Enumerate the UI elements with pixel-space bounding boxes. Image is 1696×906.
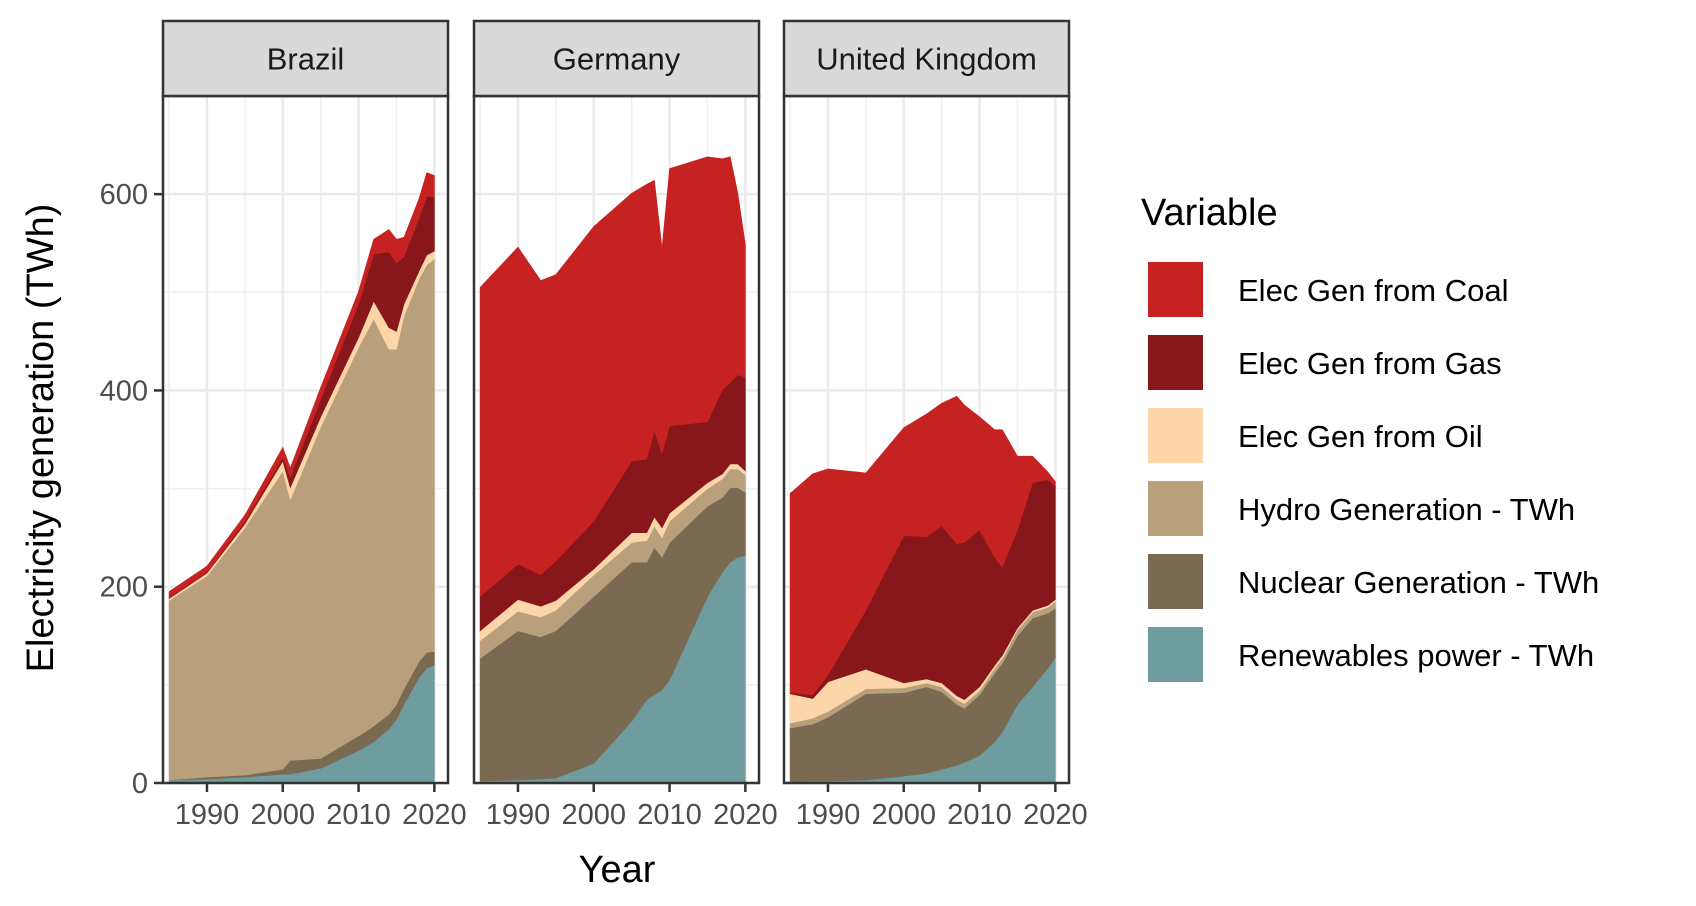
x-tick-label: 2010 xyxy=(947,799,1012,831)
x-tick-label: 1990 xyxy=(175,799,240,831)
legend-swatch xyxy=(1148,408,1203,463)
x-tick-label: 2000 xyxy=(872,799,937,831)
x-axis: 1990 2000 2010 2020 xyxy=(486,783,778,831)
stacked-areas xyxy=(479,156,746,784)
legend-swatch xyxy=(1148,262,1203,317)
legend-label: Hydro Generation - TWh xyxy=(1238,492,1575,527)
strip-label: United Kingdom xyxy=(816,42,1037,77)
stacked-areas xyxy=(168,172,435,784)
x-axis-title: Year xyxy=(579,849,656,891)
y-axis: 0 200 400 600 xyxy=(100,179,163,800)
legend-item-elec-gen-from-coal: Elec Gen from Coal xyxy=(1148,262,1509,317)
panels: Brazil 1990 2000 2010 2020 0 200 400 600 Germany 1… xyxy=(100,19,1088,831)
legend-item-elec-gen-from-gas: Elec Gen from Gas xyxy=(1148,335,1502,390)
legend-swatch xyxy=(1148,554,1203,609)
legend-items: Elec Gen from Coal Elec Gen from Gas Elec … xyxy=(1148,262,1599,682)
strip-background xyxy=(161,19,450,98)
legend-item-elec-gen-from-oil: Elec Gen from Oil xyxy=(1148,408,1483,463)
legend-label: Elec Gen from Oil xyxy=(1238,419,1483,454)
strip-label: Germany xyxy=(553,42,681,77)
legend-item-renewables-power-twh: Renewables power - TWh xyxy=(1148,627,1594,682)
x-tick-label: 2020 xyxy=(402,799,467,831)
legend-swatch xyxy=(1148,335,1203,390)
legend-item-nuclear-generation-twh: Nuclear Generation - TWh xyxy=(1148,554,1599,609)
x-tick-label: 2020 xyxy=(1023,799,1088,831)
x-tick-label: 2010 xyxy=(326,799,391,831)
x-axis: 1990 2000 2010 2020 xyxy=(796,783,1088,831)
y-tick-label: 0 xyxy=(132,768,148,800)
legend-label: Elec Gen from Gas xyxy=(1238,346,1502,381)
x-tick-label: 2000 xyxy=(562,799,627,831)
legend-label: Elec Gen from Coal xyxy=(1238,273,1509,308)
area-elec-gen-from-coal xyxy=(789,395,1056,696)
panel-united-kingdom: United Kingdom 1990 2000 2010 2020 xyxy=(782,19,1088,831)
strip-label: Brazil xyxy=(267,42,345,77)
legend-label: Renewables power - TWh xyxy=(1238,638,1594,673)
x-tick-label: 2020 xyxy=(713,799,778,831)
x-tick-label: 2010 xyxy=(637,799,702,831)
legend-swatch xyxy=(1148,627,1203,682)
panel-brazil: Brazil 1990 2000 2010 2020 0 200 400 600 xyxy=(100,19,467,831)
x-tick-label: 2000 xyxy=(251,799,316,831)
legend-item-hydro-generation-twh: Hydro Generation - TWh xyxy=(1148,481,1575,536)
x-axis: 1990 2000 2010 2020 xyxy=(175,783,467,831)
strip-background xyxy=(472,19,761,98)
legend-swatch xyxy=(1148,481,1203,536)
panel-germany: Germany 1990 2000 2010 2020 xyxy=(472,19,778,831)
area-elec-gen-from-coal xyxy=(168,172,435,599)
x-tick-label: 1990 xyxy=(796,799,861,831)
y-tick-label: 200 xyxy=(100,572,148,604)
legend-label: Nuclear Generation - TWh xyxy=(1238,565,1599,600)
y-tick-label: 600 xyxy=(100,179,148,211)
y-tick-label: 400 xyxy=(100,375,148,407)
area-elec-gen-from-coal xyxy=(479,156,746,598)
y-axis-title: Electricity generation (TWh) xyxy=(20,204,62,673)
strip-background xyxy=(782,19,1071,98)
legend-title: Variable xyxy=(1141,192,1278,234)
stacked-areas xyxy=(789,395,1056,784)
x-tick-label: 1990 xyxy=(486,799,551,831)
